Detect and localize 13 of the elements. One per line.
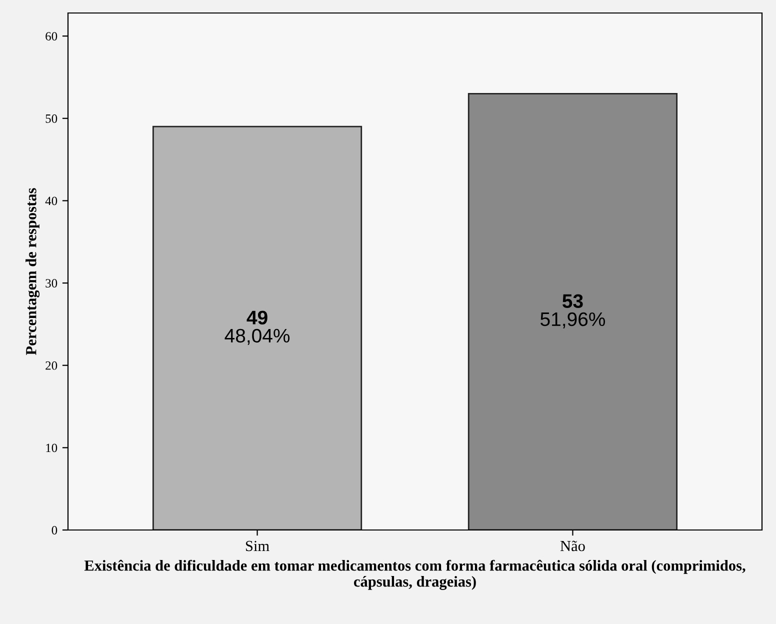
y-tick-label: 10 (46, 444, 58, 452)
y-tick-label: 30 (46, 279, 58, 288)
x-axis-title: Existência de dificuldade em tomar medicamentos com forma farmacêutica sólida oral (comprimidos, cápsulas, drageias) (84, 560, 746, 590)
y-tick-label: 40 (45, 196, 58, 206)
x-tick-label: Sim (246, 540, 270, 552)
x-tick-label: Não (560, 540, 585, 552)
data-label: 49 48,04% (224, 310, 290, 345)
y-tick-label: 50 (46, 114, 58, 123)
data-label: 53 51,96% (540, 294, 606, 328)
y-tick-label: 0 (52, 526, 58, 534)
y-axis-title: Percentagem de respostas (26, 188, 40, 355)
y-tick-label: 60 (46, 32, 58, 41)
y-tick-label: 20 (46, 361, 58, 370)
